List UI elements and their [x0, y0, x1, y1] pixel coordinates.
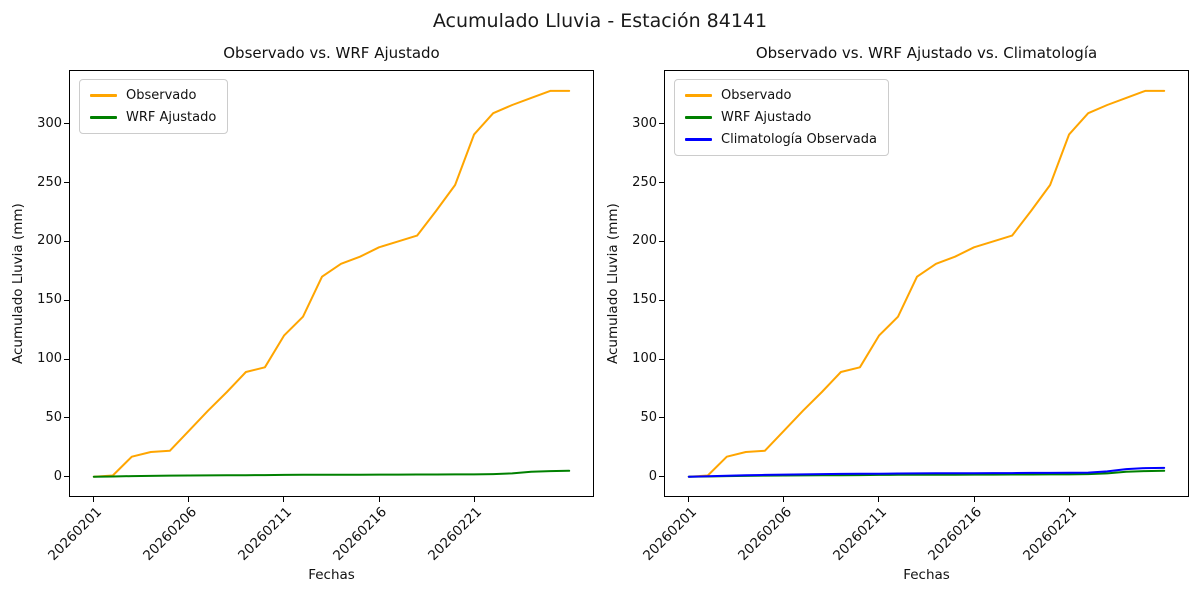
y-tick-label: 50: [640, 409, 657, 425]
x-tick-label: 20260211: [830, 504, 891, 564]
x-tick-label: 20260201: [640, 504, 701, 564]
y-tick-label: 100: [37, 351, 62, 367]
y-tick-mark: [64, 358, 69, 360]
legend-label: Climatología Observada: [721, 132, 877, 147]
axes-right-plot-lines: [687, 89, 1166, 478]
y-tick-mark: [659, 417, 664, 419]
line-climatolog-a-observada: [687, 466, 1166, 478]
axes-left-legend: Observado WRF Ajustado: [79, 79, 229, 134]
legend-label: Observado: [721, 88, 792, 103]
legend-item: Observado: [685, 88, 877, 103]
y-tick-label: 200: [632, 233, 657, 249]
legend-item: WRF Ajustado: [685, 110, 877, 125]
y-tick-mark: [659, 358, 664, 360]
axes-right: Observado vs. WRF Ajustado vs. Climatolo…: [605, 44, 1189, 583]
y-tick-mark: [659, 476, 664, 478]
x-tick-mark: [1068, 497, 1070, 502]
x-tick-label: 20260206: [140, 504, 201, 564]
legend-label: WRF Ajustado: [126, 110, 217, 125]
axes-right-y-axis-label: Acumulado Lluvia (mm): [605, 203, 621, 364]
x-tick-mark: [93, 497, 95, 502]
y-tick-label: 250: [37, 174, 62, 190]
y-tick-mark: [64, 299, 69, 301]
y-tick-label: 150: [632, 292, 657, 308]
x-tick-mark: [973, 497, 975, 502]
line-wrf-ajustado: [92, 469, 571, 478]
y-tick-mark: [64, 182, 69, 184]
x-tick-label: 20260211: [235, 504, 296, 564]
x-tick-label: 20260221: [1020, 504, 1081, 564]
y-tick-label: 200: [37, 233, 62, 249]
legend-line-swatch: [90, 116, 117, 119]
legend-item: Observado: [90, 88, 216, 103]
line-observado: [687, 89, 1166, 478]
x-tick-label: 20260216: [925, 504, 986, 564]
x-tick-mark: [188, 497, 190, 502]
y-tick-label: 300: [37, 115, 62, 131]
axes-left: Observado vs. WRF Ajustado Observado WRF …: [10, 44, 594, 583]
x-tick-mark: [783, 497, 785, 502]
axes-left-plot-lines: [92, 89, 571, 478]
figure-title: Acumulado Lluvia - Estación 84141: [432, 10, 768, 32]
y-tick-mark: [659, 240, 664, 242]
y-tick-label: 100: [632, 351, 657, 367]
x-tick-label: 20260216: [330, 504, 391, 564]
y-tick-mark: [64, 417, 69, 419]
legend-item: Climatología Observada: [685, 132, 877, 147]
legend-label: Observado: [126, 88, 197, 103]
y-tick-mark: [659, 182, 664, 184]
x-tick-mark: [688, 497, 690, 502]
y-tick-mark: [64, 240, 69, 242]
y-tick-mark: [64, 123, 69, 125]
x-tick-mark: [283, 497, 285, 502]
x-tick-label: 20260201: [45, 504, 106, 564]
y-tick-mark: [64, 476, 69, 478]
legend-line-swatch: [685, 94, 712, 97]
line-observado: [92, 89, 571, 478]
x-tick-label: 20260221: [425, 504, 486, 564]
axes-left-title: Observado vs. WRF Ajustado: [223, 44, 440, 62]
y-tick-label: 250: [632, 174, 657, 190]
axes-right-x-axis-label: Fechas: [903, 567, 950, 583]
axes-right-title: Observado vs. WRF Ajustado vs. Climatolo…: [755, 44, 1098, 62]
axes-left-x-axis-label: Fechas: [308, 567, 355, 583]
axes-left-y-axis-label: Acumulado Lluvia (mm): [10, 203, 26, 364]
y-tick-mark: [659, 123, 664, 125]
legend-line-swatch: [685, 138, 712, 141]
y-tick-label: 0: [53, 468, 62, 484]
y-tick-mark: [659, 299, 664, 301]
y-tick-label: 0: [648, 468, 657, 484]
y-tick-label: 150: [37, 292, 62, 308]
y-tick-label: 300: [632, 115, 657, 131]
x-tick-mark: [878, 497, 880, 502]
legend-line-swatch: [685, 116, 712, 119]
y-tick-label: 50: [45, 409, 62, 425]
legend-line-swatch: [90, 94, 117, 97]
x-tick-mark: [473, 497, 475, 502]
legend-item: WRF Ajustado: [90, 110, 216, 125]
x-tick-mark: [378, 497, 380, 502]
axes-right-legend: Observado WRF Ajustado Climatología Observ…: [674, 79, 889, 156]
x-tick-label: 20260206: [735, 504, 796, 564]
legend-label: WRF Ajustado: [721, 110, 812, 125]
